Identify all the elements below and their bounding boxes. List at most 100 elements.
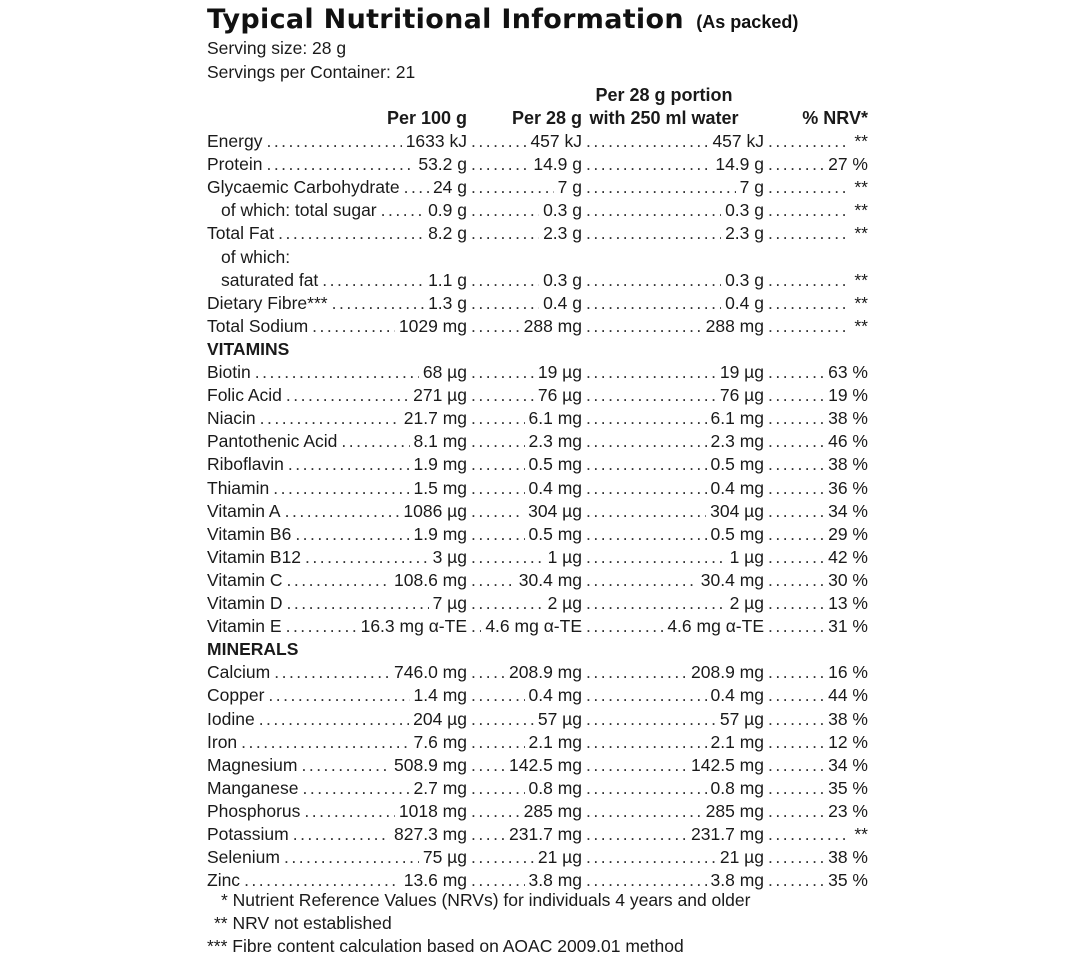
leader-dots: ........................................… — [268, 685, 410, 706]
value-nrv: 63 % — [828, 362, 868, 382]
leader-dots: ........................................… — [258, 708, 409, 729]
leader-dots: ........................................… — [768, 177, 850, 198]
nutrient-label: of which: — [221, 246, 291, 267]
leader-dots: ........................................… — [471, 731, 525, 752]
value-nrv: 27 % — [828, 154, 868, 175]
leader-dots: ........................................… — [471, 593, 544, 613]
value-per-28g: 2.1 mg — [528, 731, 583, 752]
leader-dots: ........................................… — [586, 408, 707, 429]
leader-dots: ........................................… — [586, 754, 687, 775]
value-per-28g: 0.5 mg — [528, 523, 583, 544]
table-row: Phosphorus 1018 mg 285 mg 285 mg 23 %.......… — [0, 800, 1080, 823]
value-with-water: 57 µg — [719, 708, 764, 729]
value-with-water: 76 µg — [719, 385, 764, 406]
nutrient-label: Vitamin A — [207, 500, 281, 521]
value-per-28g: 2.3 g — [543, 223, 582, 244]
value-per-28g: 0.4 mg — [528, 685, 583, 706]
value-nrv: ** — [854, 223, 868, 244]
leader-dots: ........................................… — [322, 269, 424, 290]
header-nrv: % NRV* — [802, 108, 868, 128]
servings-per-container: Servings per Container: 21 — [207, 62, 416, 82]
leader-dots: ........................................… — [768, 593, 824, 613]
value-per-100g: 204 µg — [413, 708, 467, 729]
leader-dots: ........................................… — [312, 315, 395, 336]
leader-dots: ........................................… — [586, 777, 707, 798]
value-with-water: 0.5 mg — [710, 454, 765, 475]
value-per-100g: 1.9 mg — [413, 523, 468, 544]
value-per-100g: 508.9 mg — [394, 754, 467, 775]
value-nrv: 12 % — [828, 731, 868, 752]
leader-dots: ........................................… — [241, 731, 409, 752]
nutrient-label: Calcium — [207, 662, 271, 683]
leader-dots: ........................................… — [768, 523, 824, 544]
table-row: Total Fat 8.2 g 2.3 g 2.3 g **..............… — [0, 222, 1080, 245]
leader-dots: ........................................… — [768, 569, 824, 590]
value-per-100g: 1.3 g — [428, 292, 467, 313]
leader-dots: ........................................… — [586, 431, 707, 452]
value-with-water: 7 g — [739, 177, 764, 198]
value-per-28g: 231.7 mg — [509, 824, 582, 844]
leader-dots: ........................................… — [768, 315, 850, 336]
leader-dots: ........................................… — [283, 847, 419, 868]
leader-dots: ........................................… — [768, 408, 824, 429]
table-row: Manganese 2.7 mg 0.8 mg 0.8 mg 35 %.........… — [0, 777, 1080, 800]
leader-dots: ........................................… — [471, 362, 534, 382]
page-title: Typical Nutritional Information — [207, 4, 684, 35]
nutrient-label: Folic Acid — [207, 385, 282, 406]
nutrient-label: Phosphorus — [207, 800, 301, 821]
leader-dots: ........................................… — [586, 223, 722, 244]
table-row: Folic Acid 271 µg 76 µg 76 µg 19 %..........… — [0, 384, 1080, 407]
value-nrv: ** — [854, 269, 868, 290]
leader-dots: ........................................… — [471, 800, 520, 821]
leader-dots: ........................................… — [403, 177, 429, 198]
leader-dots: ........................................… — [586, 662, 687, 683]
nutrient-label: Potassium — [207, 824, 289, 844]
nutrient-label: Copper — [207, 685, 265, 706]
value-nrv: 31 % — [828, 616, 868, 637]
nutrient-label: Vitamin B6 — [207, 523, 292, 544]
header-per-28g: Per 28 g — [511, 108, 582, 128]
value-per-100g: 1.4 mg — [413, 685, 468, 706]
leader-dots: ........................................… — [331, 292, 424, 313]
value-per-28g: 0.5 mg — [528, 454, 583, 475]
leader-dots: ........................................… — [305, 546, 429, 567]
table-row: Magnesium 508.9 mg 142.5 mg 142.5 mg 34 %...… — [0, 754, 1080, 777]
leader-dots: ........................................… — [586, 154, 712, 175]
table-row: Iodine 204 µg 57 µg 57 µg 38 %..............… — [0, 708, 1080, 731]
nutrient-label: Vitamin B12 — [207, 546, 302, 567]
leader-dots: ........................................… — [471, 154, 530, 175]
leader-dots: ........................................… — [586, 292, 722, 313]
leader-dots: ........................................… — [273, 477, 410, 498]
nutrient-label: of which: total sugar — [221, 200, 377, 221]
leader-dots: ........................................… — [471, 685, 525, 706]
leader-dots: ........................................… — [266, 131, 402, 151]
value-nrv: 35 % — [828, 870, 868, 891]
value-per-28g: 0.8 mg — [528, 777, 583, 798]
value-nrv: ** — [854, 131, 868, 151]
leader-dots: ........................................… — [586, 477, 707, 498]
nutrient-label: Magnesium — [207, 754, 298, 775]
value-with-water: 0.4 g — [725, 292, 764, 313]
leader-dots: ........................................… — [244, 870, 400, 891]
leader-dots: ........................................… — [768, 223, 850, 244]
value-per-100g: 8.1 mg — [413, 431, 468, 452]
table-row: Selenium 75 µg 21 µg 21 µg 38 %.............… — [0, 846, 1080, 869]
table-row: Zinc 13.6 mg 3.8 mg 3.8 mg 35 %.............… — [0, 869, 1080, 892]
nutrient-label: Glycaemic Carbohydrate — [207, 177, 400, 198]
value-nrv: 13 % — [828, 593, 868, 613]
value-per-28g: 0.3 g — [543, 200, 582, 221]
leader-dots: ........................................… — [274, 662, 390, 683]
value-per-28g: 457 kJ — [530, 131, 582, 151]
value-per-100g: 827.3 mg — [394, 824, 467, 844]
value-per-100g: 0.9 g — [428, 200, 467, 221]
value-per-28g: 30.4 mg — [518, 569, 582, 590]
value-with-water: 1 µg — [729, 546, 764, 567]
value-with-water: 288 mg — [705, 315, 764, 336]
table-row: saturated fat 1.1 g 0.3 g 0.3 g **..........… — [0, 269, 1080, 292]
leader-dots: ........................................… — [341, 431, 410, 452]
section-heading: VITAMINS — [0, 338, 1080, 361]
value-per-100g: 1.5 mg — [413, 477, 468, 498]
footnote-nrv: * Nutrient Reference Values (NRVs) for i… — [221, 890, 751, 910]
value-per-100g: 68 µg — [422, 362, 467, 382]
leader-dots: ........................................… — [301, 754, 390, 775]
